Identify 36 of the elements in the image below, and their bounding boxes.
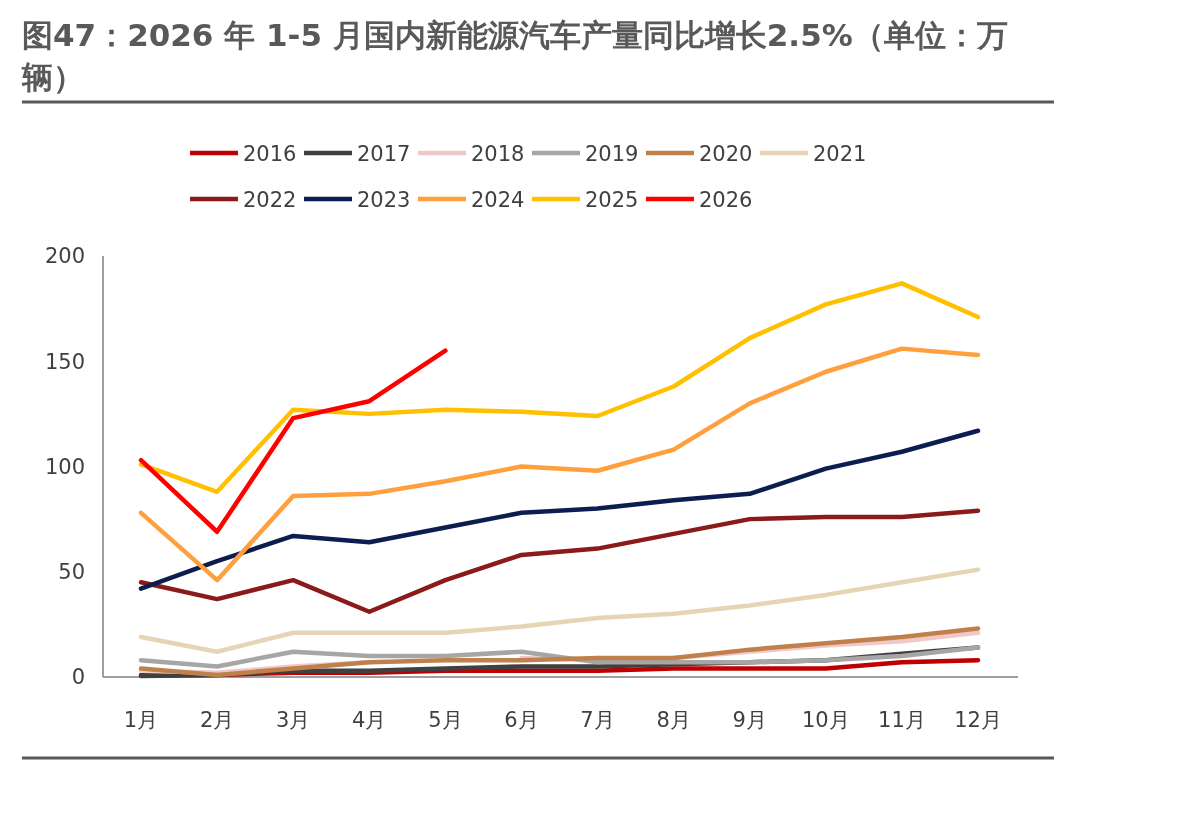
legend-label: 2018 <box>471 142 525 166</box>
x-tick-label: 4月 <box>352 708 387 732</box>
y-tick-label: 100 <box>44 454 85 479</box>
x-tick-label: 7月 <box>580 708 615 732</box>
x-tick-label: 1月 <box>123 708 159 732</box>
x-tick-label: 6月 <box>504 708 539 732</box>
line-series <box>138 346 981 583</box>
y-tick-label: 150 <box>44 349 85 374</box>
line-series <box>138 428 981 591</box>
legend-label: 2022 <box>243 188 297 212</box>
y-tick-label: 0 <box>71 665 85 690</box>
x-tick-label: 9月 <box>732 708 767 732</box>
x-tick-label: 8月 <box>656 708 691 732</box>
line-series <box>138 348 448 535</box>
line-series <box>138 281 981 495</box>
x-tick-label: 12月 <box>954 708 1002 732</box>
legend-label: 2020 <box>699 142 753 166</box>
x-tick-label: 3月 <box>275 708 311 732</box>
legend-label: 2021 <box>813 142 867 166</box>
x-tick-label: 10月 <box>801 708 850 732</box>
legend-label: 2023 <box>357 188 411 212</box>
legend-label: 2017 <box>357 142 411 166</box>
legend-label: 2019 <box>585 142 639 166</box>
legend-label: 2026 <box>699 188 753 212</box>
x-tick-label: 5月 <box>428 708 463 732</box>
legend-label: 2016 <box>243 142 297 166</box>
line-series <box>138 567 981 654</box>
legend-label: 2025 <box>585 188 639 212</box>
line-series <box>138 645 981 669</box>
y-tick-label: 50 <box>58 560 85 585</box>
chart-title: 图47：2026 年 1-5 月国内新能源汽车产量同比增长2.5%（单位：万辆） <box>21 17 1008 95</box>
legend-label: 2024 <box>471 188 525 212</box>
x-tick-label: 11月 <box>878 708 926 732</box>
line-series <box>138 508 981 614</box>
y-tick-label: 200 <box>44 244 85 269</box>
x-tick-label: 2月 <box>199 708 235 732</box>
